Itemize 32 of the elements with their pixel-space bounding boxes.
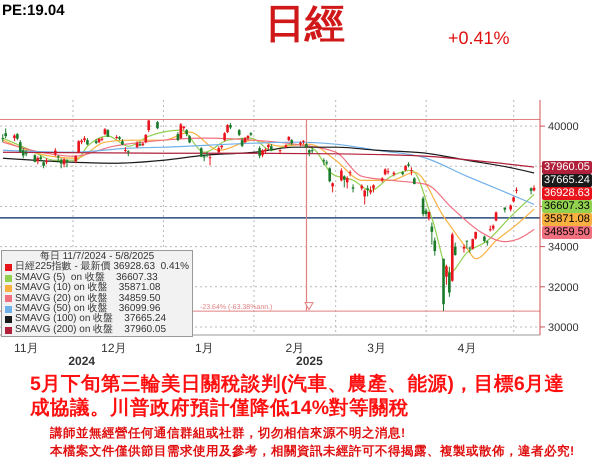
text: 36928.63 <box>544 186 590 199</box>
legend-label: SMAVG (20) on 收盤 34859.50 <box>15 292 160 304</box>
legend-label: SMAVG (200) on 收盤 37960.05 <box>15 324 166 336</box>
text: 本檔案文件僅供節目需求使用及參考，相關資訊未經許可不得揭露、複製或散佈，違者必究! <box>50 443 574 460</box>
legend-label: SMAVG (50) on 收盤 36099.96 <box>15 303 160 314</box>
data-label: 37960.05 <box>542 160 592 174</box>
legend-label: 日經225指數 - 最新價 36928.63 0.41% <box>15 261 189 272</box>
x-tick-label: 4月 <box>458 341 476 355</box>
chart-title: 日經 <box>265 2 345 46</box>
text: 講師並無經營任何通信群組或社群，切勿相信來源不明之消息! <box>50 425 406 442</box>
x2-tick-label: 2025 <box>296 354 324 368</box>
legend-label: SMAVG (5) on 收盤 36607.33 <box>15 272 158 283</box>
y-tick-label: 30000 <box>548 322 579 334</box>
x-tick-label: 12月 <box>101 341 127 355</box>
legend-label: SMAVG (100) on 收盤 37665.24 <box>15 313 166 324</box>
y-tick-label: 34000 <box>548 242 579 254</box>
y-tick-label: 40000 <box>548 121 579 134</box>
text: +0.41% <box>448 28 510 49</box>
x-tick-label: 1月 <box>194 341 214 355</box>
legend-title: 每日 11/7/2024 - 5/8/2025 <box>38 251 156 262</box>
data-label: 37665.24 <box>542 174 592 187</box>
x-tick-label: 3月 <box>367 341 386 355</box>
text: 5月下旬第三輪美日關稅談判(汽車、農產、能源)，目標6月達成協議。川普政府預計僅降低14%對等關稅 <box>30 372 566 420</box>
data-label: 34859.50 <box>542 226 592 239</box>
legend-label: SMAVG (10) on 收盤 35871.08 <box>15 282 160 294</box>
x-tick-label: 2月 <box>285 341 304 355</box>
x2-tick-label: 2024 <box>68 354 96 368</box>
y-tick-label: 32000 <box>548 282 579 294</box>
x-tick-label: 11月 <box>14 341 39 355</box>
text: PE:19.04 <box>2 2 65 19</box>
data-label: 36607.33 <box>542 200 592 213</box>
data-label: 35871.08 <box>542 212 592 226</box>
